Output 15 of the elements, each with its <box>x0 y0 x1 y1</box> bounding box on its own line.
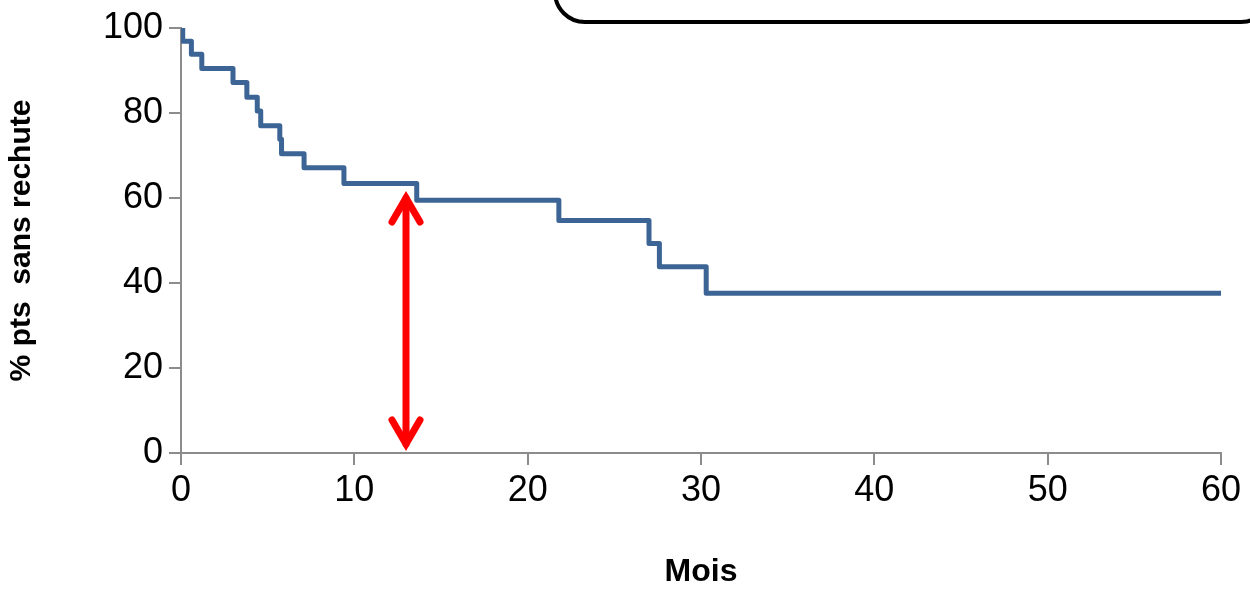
x-tick-label: 0 <box>170 467 192 509</box>
x-axis-title: Mois <box>664 551 738 588</box>
x-tick-label: 60 <box>1200 467 1242 509</box>
y-tick-label: 60 <box>122 174 163 216</box>
y-tick-label: 20 <box>122 344 163 386</box>
x-tick-label: 10 <box>334 467 375 509</box>
x-tick-label: 20 <box>507 467 548 509</box>
y-axis-title: % pts sans rechute <box>3 99 37 382</box>
y-tick-label: 100 <box>102 4 163 46</box>
x-tick-label: 40 <box>854 467 895 509</box>
x-tick-label: 50 <box>1027 467 1068 509</box>
y-tick-label: 80 <box>122 89 163 131</box>
y-tick-label: 40 <box>122 259 163 301</box>
x-tick-label: 30 <box>680 467 722 509</box>
y-tick-label: 0 <box>142 429 163 471</box>
